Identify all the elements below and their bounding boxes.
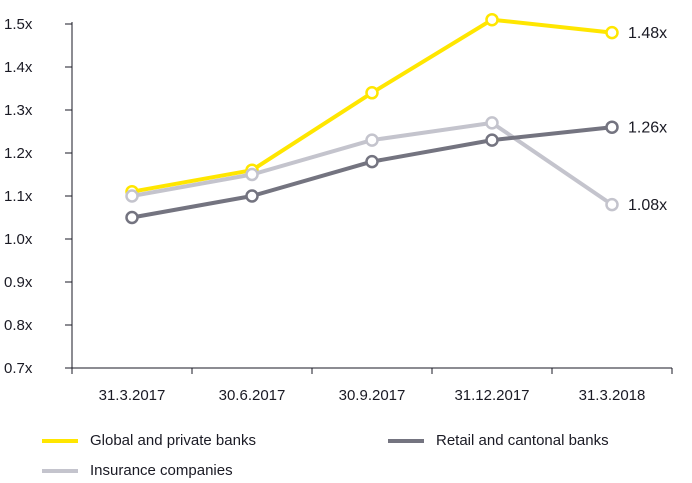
- data-point: [365, 133, 379, 147]
- y-axis-ticks: 0.7x 0.8x 0.9x 1.0x 1.1x 1.2x 1.3x 1.4x 1.5x: [4, 16, 72, 377]
- data-point: [125, 210, 139, 225]
- legend-label-insurance-companies: Insurance companies: [90, 462, 233, 479]
- x-tick-label: 31.12.2017: [454, 387, 529, 404]
- data-point: [365, 86, 379, 100]
- x-axis-ticks: 31.3.2017 30.6.2017 30.9.2017 31.12.2017 31.…: [71, 368, 673, 404]
- y-tick-label: 1.3x: [4, 102, 33, 119]
- legend-item-global-private-banks: Global and private banks: [42, 432, 256, 449]
- end-value-label: 1.08x: [628, 197, 667, 214]
- x-tick-label: 30.6.2017: [219, 387, 286, 404]
- legend-swatch-retail-cantonal-banks: [388, 438, 424, 443]
- data-point: [605, 120, 619, 134]
- data-point: [485, 133, 499, 147]
- x-tick-label: 30.9.2017: [339, 387, 406, 404]
- legend-item-retail-cantonal-banks: Retail and cantonal banks: [388, 432, 609, 449]
- legend-label-global-private-banks: Global and private banks: [90, 432, 256, 449]
- end-value-label: 1.26x: [628, 119, 667, 136]
- line-chart: 0.7x 0.8x 0.9x 1.0x 1.1x 1.2x 1.3x 1.4x 1.5x 31.…: [4, 12, 673, 404]
- legend-label-retail-cantonal-banks: Retail and cantonal banks: [436, 432, 609, 449]
- data-point: [245, 189, 259, 203]
- data-point: [605, 25, 619, 40]
- y-tick-label: 0.7x: [4, 360, 33, 377]
- y-tick-label: 0.9x: [4, 274, 33, 291]
- data-point: [245, 167, 259, 182]
- y-tick-label: 1.2x: [4, 145, 33, 162]
- data-point: [605, 197, 619, 212]
- series-lines: [125, 12, 619, 225]
- legend-swatch-insurance-companies: [42, 468, 78, 473]
- x-tick-label: 31.3.2018: [579, 387, 646, 404]
- y-tick-label: 0.8x: [4, 317, 33, 334]
- y-tick-label: 1.5x: [4, 16, 33, 33]
- data-point: [365, 154, 379, 169]
- y-tick-label: 1.1x: [4, 188, 33, 205]
- data-point: [125, 189, 139, 203]
- y-tick-label: 1.0x: [4, 231, 33, 248]
- x-tick-label: 31.3.2017: [99, 387, 166, 404]
- legend-swatch-global-private-banks: [42, 438, 78, 443]
- axes: [71, 22, 672, 369]
- end-labels: 1.48x 1.26x 1.08x: [628, 25, 667, 214]
- legend-item-insurance-companies: Insurance companies: [42, 462, 233, 479]
- end-value-label: 1.48x: [628, 25, 667, 42]
- data-point: [485, 116, 499, 130]
- y-tick-label: 1.4x: [4, 59, 33, 76]
- data-point: [485, 12, 499, 27]
